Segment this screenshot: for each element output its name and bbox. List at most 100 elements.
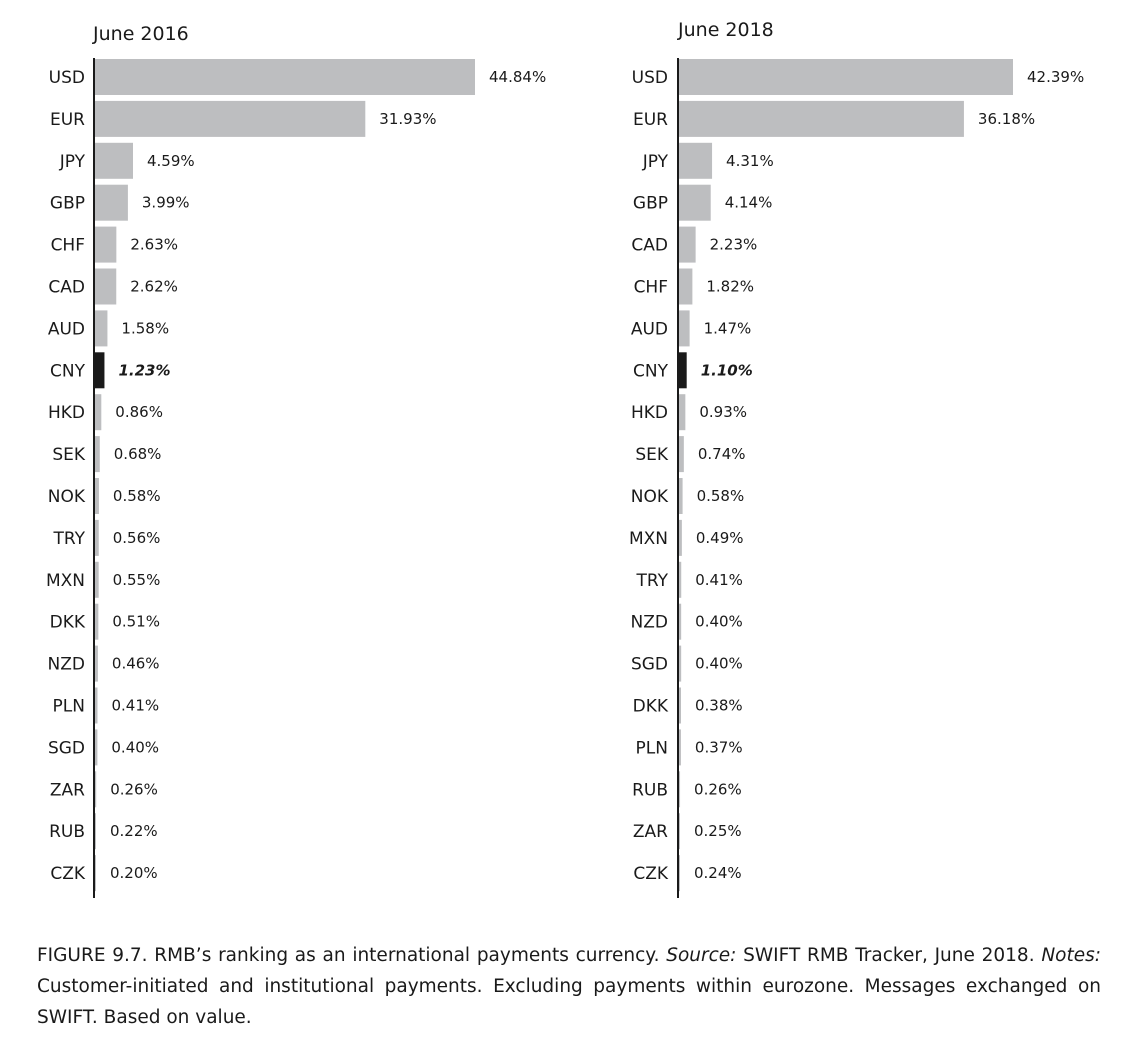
panel-2-value-label-hkd: 0.93% <box>699 403 747 421</box>
panel-2-category-label-sgd: SGD <box>631 655 668 675</box>
panel-1-bar-dkk <box>94 603 99 640</box>
caption-notes-text: Customer-initiated and institutional pay… <box>37 976 1101 1028</box>
panel-2-value-label-chf: 1.82% <box>706 278 754 296</box>
panel-1-bar-sgd <box>94 729 98 766</box>
panel-1-bar-nzd <box>94 645 98 682</box>
panel-1-value-label-mxn: 0.55% <box>113 571 161 589</box>
panel-1-value-label-try: 0.56% <box>113 529 161 547</box>
panel-1-value-label-aud: 1.58% <box>121 319 169 337</box>
panel-1-bar-cny <box>94 352 105 389</box>
panel-2-value-label-sek: 0.74% <box>698 445 746 463</box>
panel-2-category-label-nzd: NZD <box>631 613 668 633</box>
figure-caption: FIGURE 9.7. RMB’s ranking as an internat… <box>37 940 1101 1033</box>
panel-2-category-label-hkd: HKD <box>631 403 668 423</box>
panel-1-value-label-pln: 0.41% <box>111 697 159 715</box>
panel-1-value-label-czk: 0.20% <box>110 864 158 882</box>
panel-2-value-label-dkk: 0.38% <box>695 697 743 715</box>
panel-2-category-label-jpy: JPY <box>642 152 669 172</box>
panel-1-value-label-usd: 44.84% <box>489 68 546 86</box>
panel-1-category-label-eur: EUR <box>50 110 85 130</box>
panel-1-bar-jpy <box>94 142 134 179</box>
panel-1-value-label-eur: 31.93% <box>379 110 436 128</box>
panel-1-bar-hkd <box>94 394 102 431</box>
panel-2-value-label-eur: 36.18% <box>978 110 1035 128</box>
panel-2-value-label-usd: 42.39% <box>1027 68 1084 86</box>
caption-source-label: Source: <box>666 945 737 966</box>
panel-2-category-label-eur: EUR <box>633 110 668 130</box>
panel-1-category-label-dkk: DKK <box>50 613 86 633</box>
panel-1-value-label-cad: 2.62% <box>130 278 178 296</box>
panel-1-value-label-sgd: 0.40% <box>111 738 159 756</box>
panel-2-bar-usd <box>678 59 1013 95</box>
panel-1-value-label-hkd: 0.86% <box>115 403 163 421</box>
panel-2-value-label-gbp: 4.14% <box>725 194 773 212</box>
panel-2-category-label-gbp: GBP <box>633 194 668 214</box>
panel-2-category-label-usd: USD <box>632 68 668 88</box>
panel-1-value-label-dkk: 0.51% <box>112 613 160 631</box>
panel-2-category-label-zar: ZAR <box>633 822 668 842</box>
panel-2-bar-nok <box>678 478 683 514</box>
panel-2-value-label-zar: 0.25% <box>694 822 742 840</box>
panel-1-category-label-chf: CHF <box>51 236 85 256</box>
panel-2-bar-gbp <box>678 184 711 221</box>
panel-1-value-label-rub: 0.22% <box>110 822 158 840</box>
panel-2-bar-eur <box>678 100 964 137</box>
panel-2-bar-hkd <box>678 394 686 431</box>
panel-2-value-label-mxn: 0.49% <box>696 529 744 547</box>
panel-1-category-label-usd: USD <box>49 68 85 88</box>
panel-2-bar-dkk <box>678 687 682 724</box>
panel-2-bar-sgd <box>678 645 682 682</box>
caption-source-text: SWIFT RMB Tracker, June 2018. <box>736 945 1042 966</box>
panel-2-value-label-nok: 0.58% <box>697 487 745 505</box>
panel-2-bar-try <box>678 561 682 598</box>
panel-1-category-label-sgd: SGD <box>48 738 85 758</box>
panel-1-bar-aud <box>94 310 108 347</box>
panel-1-bar-eur <box>94 100 366 137</box>
panel-1-category-label-aud: AUD <box>48 319 85 339</box>
panel-1-category-label-gbp: GBP <box>50 194 85 214</box>
panel-2-bar-nzd <box>678 603 682 640</box>
caption-notes-label: Notes: <box>1041 945 1101 966</box>
panel-2-bar-sek <box>678 436 684 473</box>
panel-2-value-label-try: 0.41% <box>695 571 743 589</box>
panel-2-bar-mxn <box>678 519 682 556</box>
panel-2-bar-cny <box>678 352 687 389</box>
panel-2-value-label-czk: 0.24% <box>694 864 742 882</box>
panel-2-value-label-rub: 0.26% <box>694 780 742 798</box>
panel-2-category-label-nok: NOK <box>631 487 669 507</box>
panel-1-value-label-nzd: 0.46% <box>112 655 160 673</box>
panel-2-value-label-jpy: 4.31% <box>726 152 774 170</box>
panel-2-title: June 2018 <box>677 19 774 41</box>
panel-2-bar-rub <box>678 771 681 808</box>
panel-1-bar-gbp <box>94 184 128 221</box>
bar-charts-svg: June 2016 USD 44.84% EUR 31.93% JPY 4.59% GBP 3.… <box>46 19 1084 898</box>
panel-1-category-label-pln: PLN <box>53 697 85 717</box>
panel-1-bar-sek <box>94 436 100 473</box>
caption-figure-label: FIGURE 9.7. RMB’s ranking as an internat… <box>37 945 667 966</box>
panel-1-category-label-nok: NOK <box>48 487 86 507</box>
panel-2-bar-cad <box>678 226 696 263</box>
panel-1-category-label-nzd: NZD <box>48 655 85 675</box>
panel-1-value-label-cny: 1.23% <box>118 361 170 379</box>
panel-2-category-label-chf: CHF <box>634 278 668 298</box>
panel-2-value-label-nzd: 0.40% <box>695 613 743 631</box>
panel-2-category-label-aud: AUD <box>631 319 668 339</box>
panel-1-category-label-sek: SEK <box>52 445 86 465</box>
panel-2-category-label-sek: SEK <box>635 445 669 465</box>
panel-2-category-label-cny: CNY <box>633 361 669 381</box>
panel-1-value-label-nok: 0.58% <box>113 487 161 505</box>
panel-1-bar-pln <box>94 687 98 724</box>
panel-1-value-label-chf: 2.63% <box>130 236 178 254</box>
panel-2-value-label-cny: 1.10% <box>701 361 753 379</box>
panel-1-bar-chf <box>94 226 117 263</box>
panel-1-bar-usd <box>94 59 475 95</box>
panel-1-bar-nok <box>94 478 99 514</box>
panel-1-category-label-zar: ZAR <box>50 780 85 800</box>
panel-1-value-label-zar: 0.26% <box>110 780 158 798</box>
panel-2-category-label-cad: CAD <box>631 236 668 256</box>
panel-1-value-label-gbp: 3.99% <box>142 194 190 212</box>
panel-1-value-label-jpy: 4.59% <box>147 152 195 170</box>
panel-1-category-label-czk: CZK <box>50 864 86 884</box>
panel-2-category-label-dkk: DKK <box>633 697 669 717</box>
panel-1-title: June 2016 <box>92 23 189 45</box>
